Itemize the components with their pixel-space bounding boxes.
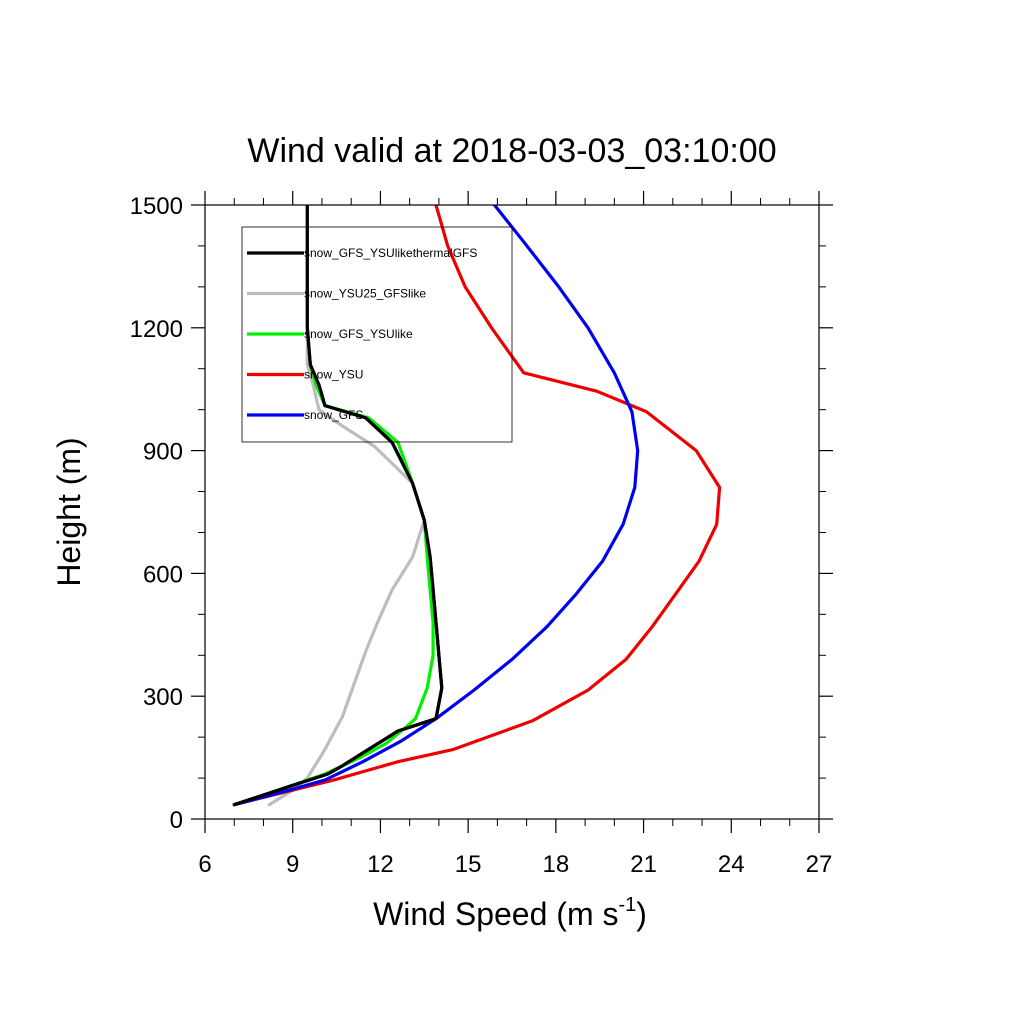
x-tick-label: 27 xyxy=(806,851,833,878)
x-axis-label: Wind Speed (m s-1) xyxy=(373,894,647,932)
series-line-snow_GFS xyxy=(232,205,640,807)
y-axis-label: Height (m) xyxy=(51,437,87,586)
x-axis-label-main: Wind Speed (m s xyxy=(373,896,618,932)
x-tick-label: 15 xyxy=(455,851,482,878)
legend-label-snow_GFS: snow_GFS xyxy=(304,408,363,422)
x-tick-label: 18 xyxy=(543,851,570,878)
x-tick-label: 6 xyxy=(198,851,211,878)
y-tick-label: 600 xyxy=(143,561,183,588)
series-line-snow_GFS_YSUlikethermalGFS-top xyxy=(233,205,444,807)
series-layer xyxy=(232,205,722,807)
y-tick-label: 1200 xyxy=(130,316,183,343)
legend-label-snow_YSU25_GFSlike: snow_YSU25_GFSlike xyxy=(304,287,426,301)
x-axis-label-superscript: -1 xyxy=(618,894,636,916)
y-tick-label: 1500 xyxy=(130,193,183,220)
chart-title: Wind valid at 2018-03-03_03:10:00 xyxy=(247,132,776,170)
legend: snow_GFS_YSUlikethermalGFS snow_YSU25_GFS… xyxy=(241,226,513,443)
y-tick-label: 300 xyxy=(143,684,183,711)
y-tick-label: 0 xyxy=(170,807,183,834)
legend-box xyxy=(241,226,513,443)
x-tick-label: 12 xyxy=(367,851,394,878)
legend-label-snow_GFS_YSUlikethermalGFS: snow_GFS_YSUlikethermalGFS xyxy=(304,246,477,260)
series-line-snow_YSU xyxy=(232,205,722,807)
y-tick-label: 900 xyxy=(143,439,183,466)
x-tick-label: 9 xyxy=(286,851,299,878)
plot-frame xyxy=(204,204,820,820)
x-tick-label: 24 xyxy=(718,851,745,878)
legend-label-snow_YSU: snow_YSU xyxy=(304,368,363,382)
legend-label-snow_GFS_YSUlike: snow_GFS_YSUlike xyxy=(304,327,413,341)
axes-layer: 6 9 12 15 18 21 24 27 0 300 600 900 1200 1500 xyxy=(130,191,833,878)
x-axis-label-end: ) xyxy=(636,896,647,932)
x-tick-label: 21 xyxy=(630,851,657,878)
